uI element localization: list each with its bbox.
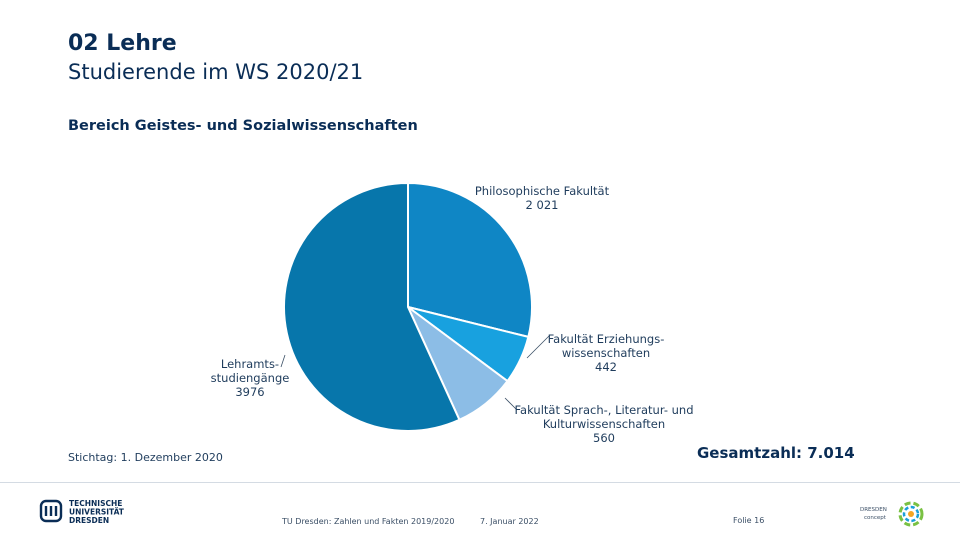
footer-slide-number: Folie 16: [733, 516, 765, 525]
leader-line-erz: [526, 335, 550, 359]
slice-label-erz: Fakultät Erziehungs-wissenschaften 442: [548, 332, 665, 374]
page-title: 02 Lehre: [68, 31, 177, 56]
tud-logo-line-3: DRESDEN: [69, 516, 109, 525]
slice-label-philo-line-0: Philosophische Fakultät: [475, 184, 610, 198]
slice-label-spr: Fakultät Sprach-, Literatur- und Kulturwi…: [515, 403, 694, 445]
dresden-concept-logo: DRESDEN concept: [860, 498, 930, 534]
slice-label-spr-line-0: Fakultät Sprach-, Literatur- und: [515, 403, 694, 417]
slice-label-lehr: Lehramts-studiengänge 3976: [211, 357, 290, 399]
tud-logo: TECHNISCHE UNIVERSITÄT DRESDEN: [38, 496, 138, 532]
slice-label-spr-line-2: 560: [593, 431, 615, 445]
leader-line-spr: [504, 397, 518, 411]
dc-logo-line-1: DRESDEN: [860, 507, 887, 513]
leader-line-lehr: [280, 354, 286, 368]
slice-label-spr-line-1: Kulturwissenschaften: [543, 417, 665, 431]
tud-logo-line-2: UNIVERSITÄT: [69, 508, 125, 517]
slice-label-erz-line-1: wissenschaften: [562, 346, 650, 360]
slice-label-lehr-line-0: Lehramts-: [221, 357, 279, 371]
footer-date: 7. Januar 2022: [480, 517, 539, 526]
total-count: Gesamtzahl: 7.014: [697, 444, 855, 462]
tud-logo-line-1: TECHNISCHE: [69, 499, 122, 508]
slice-label-lehr-line-2: 3976: [235, 385, 264, 399]
slice-label-lehr-line-1: studiengänge: [211, 371, 290, 385]
pie-slice-philo: [407, 181, 533, 339]
footer-divider: [0, 482, 960, 483]
reference-date: Stichtag: 1. Dezember 2020: [68, 451, 223, 464]
page-subtitle: Studierende im WS 2020/21: [68, 60, 364, 84]
dc-logo-line-2: concept: [864, 515, 887, 521]
footer-source: TU Dresden: Zahlen und Fakten 2019/2020: [282, 517, 455, 526]
slice-label-erz-line-2: 442: [595, 360, 617, 374]
section-title: Bereich Geistes- und Sozialwissenschafte…: [68, 118, 418, 134]
slice-label-philo: Philosophische Fakultät 2 021: [475, 184, 610, 212]
slice-label-erz-line-0: Fakultät Erziehungs-: [548, 332, 665, 346]
pie-slice-lehr: [283, 181, 461, 432]
dresden-concept-icon: DRESDEN concept: [860, 501, 924, 527]
slice-label-philo-line-1: 2 021: [526, 198, 559, 212]
tud-logo-icon: TECHNISCHE UNIVERSITÄT DRESDEN: [39, 499, 125, 525]
